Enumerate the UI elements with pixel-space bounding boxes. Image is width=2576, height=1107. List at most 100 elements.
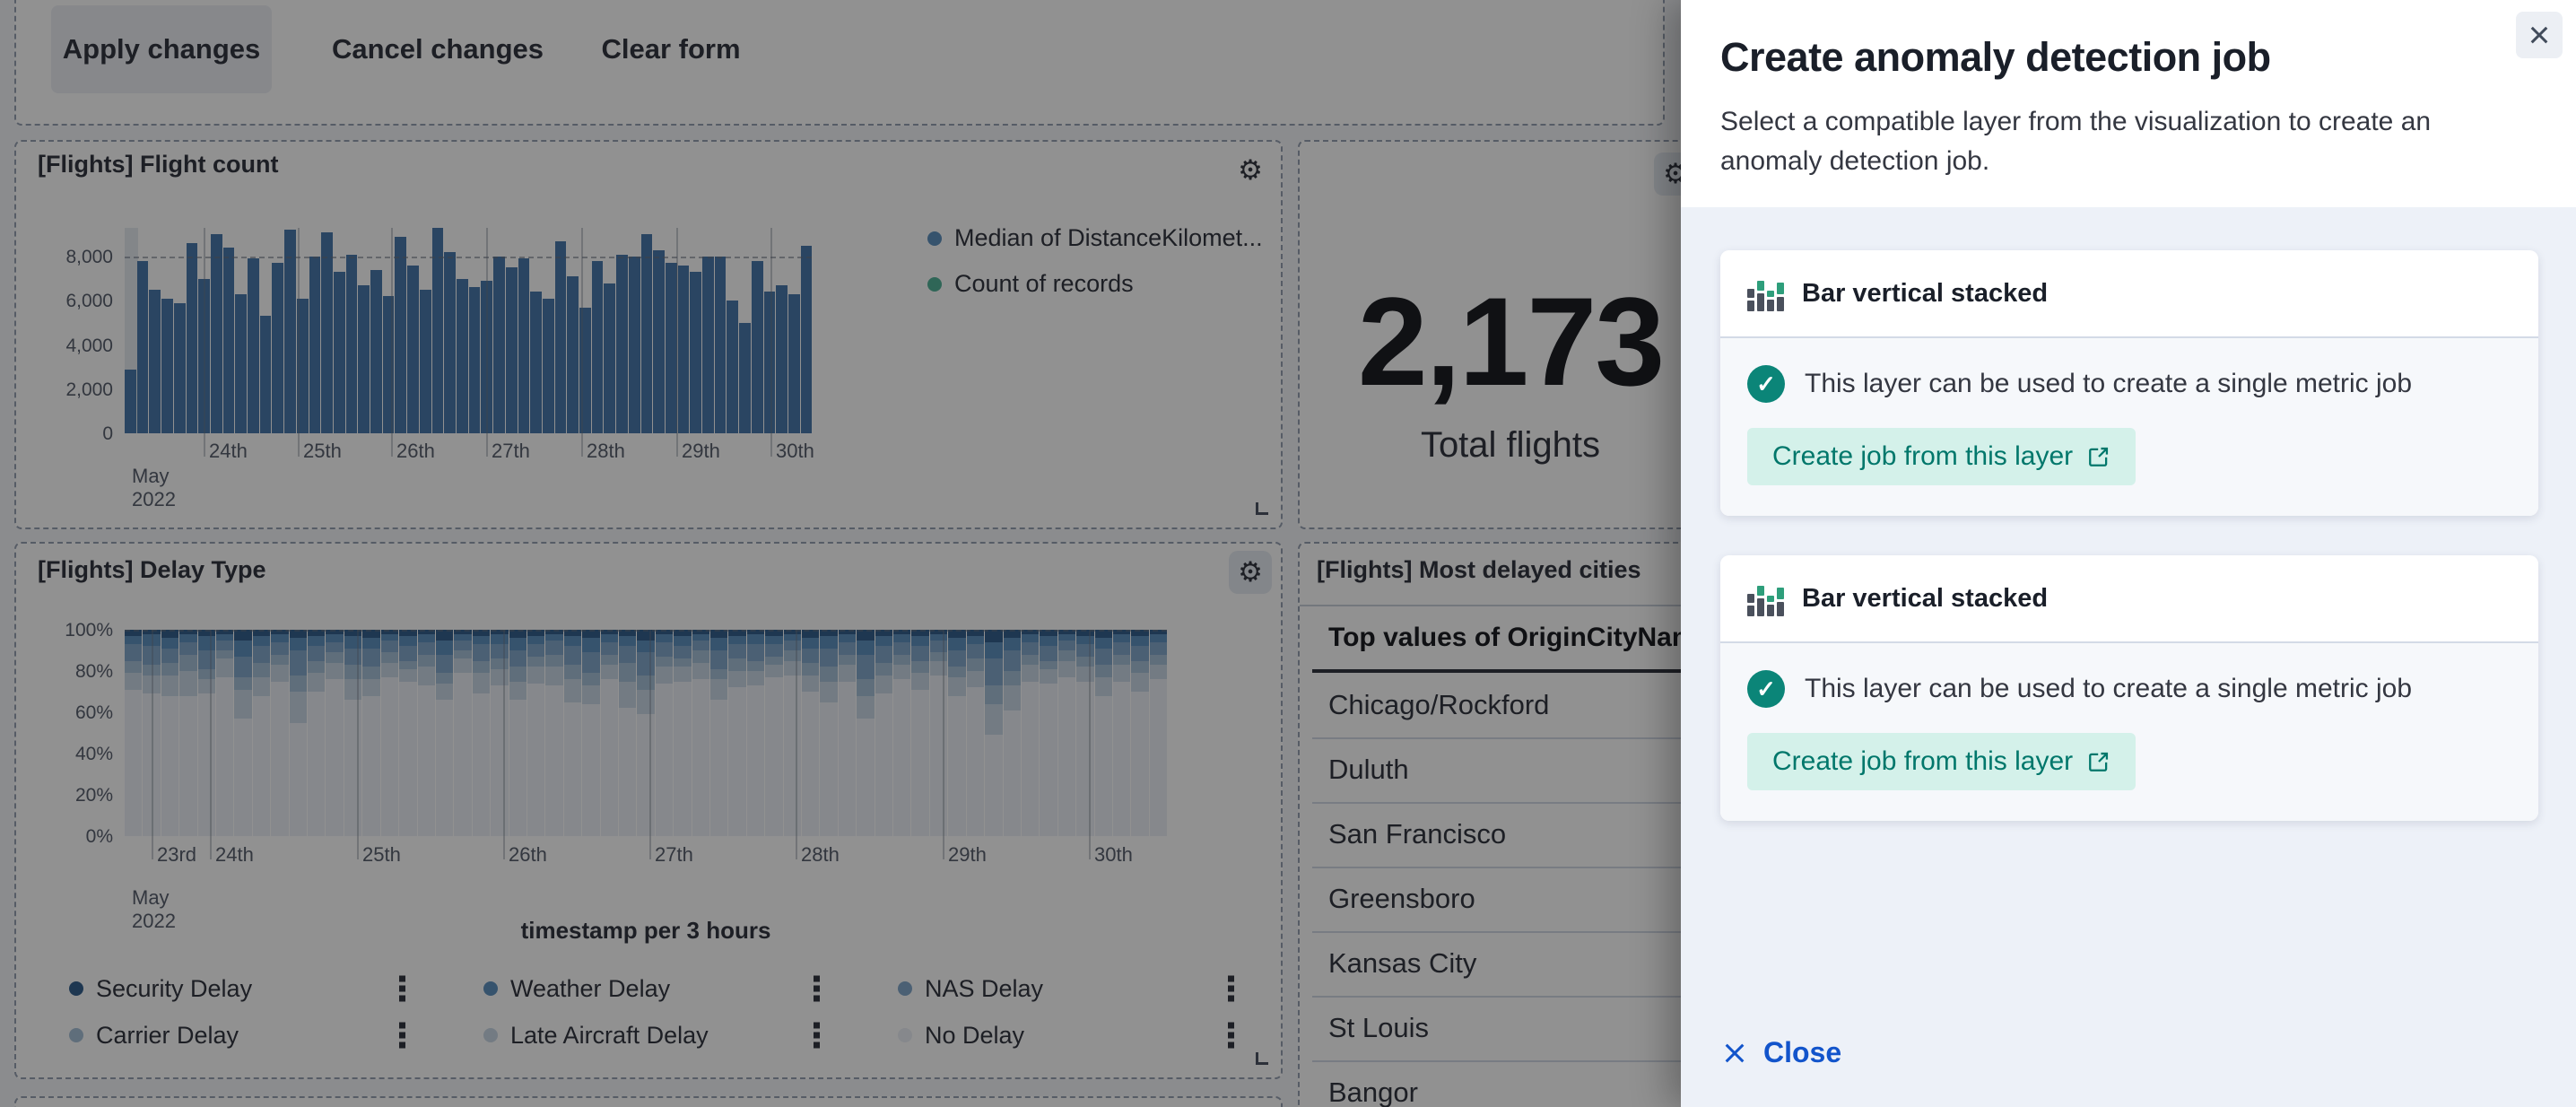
stack-segment xyxy=(1057,660,1076,677)
table-row[interactable]: San Francisco xyxy=(1328,818,1507,850)
stack-segment xyxy=(820,630,838,636)
delay-type-chart[interactable] xyxy=(125,630,1168,836)
stack-segment xyxy=(674,635,692,647)
create-job-button[interactable]: Create job from this layer xyxy=(1747,733,2137,790)
stack-segment xyxy=(545,640,563,655)
legend-label: Security Delay xyxy=(96,974,253,1002)
stack-segment xyxy=(289,650,308,676)
stack-segment xyxy=(582,652,600,674)
stack-segment xyxy=(362,648,380,667)
table-row[interactable]: Duluth xyxy=(1328,754,1409,785)
stacked-bar xyxy=(692,630,709,836)
panel-resize-handle[interactable] xyxy=(1256,502,1268,515)
stack-segment xyxy=(746,644,765,661)
legend-item[interactable]: No Delay xyxy=(898,1012,1312,1059)
bar xyxy=(296,299,309,433)
layer-card-title: Bar vertical stacked xyxy=(1802,278,2049,308)
cancel-changes-button[interactable]: Cancel changes xyxy=(312,5,563,93)
close-icon[interactable]: × xyxy=(2516,12,2563,58)
stacked-bar xyxy=(1003,630,1021,836)
legend-item[interactable]: Count of records xyxy=(927,270,1263,298)
bar xyxy=(419,290,431,433)
stack-segment xyxy=(692,640,709,651)
legend-actions-kebab-icon[interactable] xyxy=(399,975,405,1002)
legend-item[interactable]: Median of DistanceKilomet... xyxy=(927,224,1263,252)
day-gridline xyxy=(298,228,300,457)
stacked-bar xyxy=(857,630,875,836)
flight-count-chart[interactable] xyxy=(125,228,813,433)
legend-dot-icon xyxy=(927,276,942,292)
stack-segment xyxy=(1149,630,1168,634)
stack-segment xyxy=(435,630,454,641)
stack-segment xyxy=(1131,660,1149,674)
bar xyxy=(788,294,800,433)
stack-segment xyxy=(1149,654,1168,666)
stack-segment xyxy=(252,635,271,647)
stack-segment xyxy=(563,702,582,836)
stack-segment xyxy=(472,660,491,674)
panel-settings-gear-icon[interactable]: ⚙ xyxy=(1238,154,1263,186)
close-button[interactable]: Close xyxy=(1720,1031,2538,1075)
stack-segment xyxy=(985,703,1003,736)
gridline-100pct xyxy=(125,630,1167,632)
stack-segment xyxy=(344,630,362,636)
stack-segment xyxy=(143,646,161,666)
stack-segment xyxy=(618,662,637,682)
legend-item[interactable]: Carrier Delay xyxy=(69,1012,483,1059)
bar xyxy=(210,234,222,433)
stack-segment xyxy=(1112,681,1131,836)
stacked-bar xyxy=(838,630,857,836)
day-gridline xyxy=(391,228,393,457)
stack-segment xyxy=(1131,635,1149,647)
panel-resize-handle[interactable] xyxy=(1256,1052,1268,1065)
legend-item[interactable]: Late Aircraft Delay xyxy=(483,1012,898,1059)
stack-segment xyxy=(399,668,417,682)
stack-segment xyxy=(1131,630,1149,636)
bar xyxy=(173,303,186,433)
cities-panel-title: [Flights] Most delayed cities xyxy=(1317,556,1641,583)
stack-segment xyxy=(655,683,674,836)
stack-segment xyxy=(893,679,911,836)
bar xyxy=(345,255,358,433)
apply-changes-button[interactable]: Apply changes xyxy=(51,5,272,93)
legend-actions-kebab-icon[interactable] xyxy=(814,1022,820,1049)
stack-segment xyxy=(125,630,143,636)
stack-segment xyxy=(454,640,472,651)
stack-segment xyxy=(509,681,527,701)
legend-item[interactable]: NAS Delay xyxy=(898,965,1312,1012)
create-anomaly-job-flyout: Create anomaly detection job × Select a … xyxy=(1681,0,2576,1107)
stack-segment xyxy=(125,660,143,674)
bar xyxy=(604,283,616,433)
table-row[interactable]: Bangor xyxy=(1328,1076,1418,1107)
stack-segment xyxy=(929,652,948,661)
legend-actions-kebab-icon[interactable] xyxy=(1228,975,1234,1002)
day-gridline xyxy=(676,228,678,457)
create-job-button[interactable]: Create job from this layer xyxy=(1747,428,2137,485)
stack-segment xyxy=(509,638,527,651)
clear-form-button[interactable]: Clear form xyxy=(581,5,761,93)
stack-segment xyxy=(472,635,491,645)
panel-settings-gear-icon[interactable]: ⚙ xyxy=(1229,551,1272,594)
table-row[interactable]: St Louis xyxy=(1328,1012,1430,1043)
legend-actions-kebab-icon[interactable] xyxy=(814,975,820,1002)
stack-segment xyxy=(380,640,399,653)
legend-item[interactable]: Weather Delay xyxy=(483,965,898,1012)
legend-item[interactable]: Security Delay xyxy=(69,965,483,1012)
table-row[interactable]: Greensboro xyxy=(1328,883,1475,914)
y-axis-tick-label: 20% xyxy=(74,785,113,806)
stack-segment xyxy=(125,644,143,661)
stack-segment xyxy=(1149,679,1168,836)
table-row[interactable]: Kansas City xyxy=(1328,947,1477,979)
stack-segment xyxy=(783,630,802,634)
table-column-header[interactable]: Top values of OriginCityName xyxy=(1328,623,1711,652)
stack-segment xyxy=(326,679,344,836)
legend-actions-kebab-icon[interactable] xyxy=(1228,1022,1234,1049)
stack-segment xyxy=(472,673,491,694)
stack-segment xyxy=(746,630,765,634)
stack-segment xyxy=(527,683,545,836)
stack-segment xyxy=(1149,641,1168,655)
table-row[interactable]: Chicago/Rockford xyxy=(1328,689,1550,720)
stack-segment xyxy=(600,654,618,666)
legend-actions-kebab-icon[interactable] xyxy=(399,1022,405,1049)
stack-segment xyxy=(948,695,966,836)
